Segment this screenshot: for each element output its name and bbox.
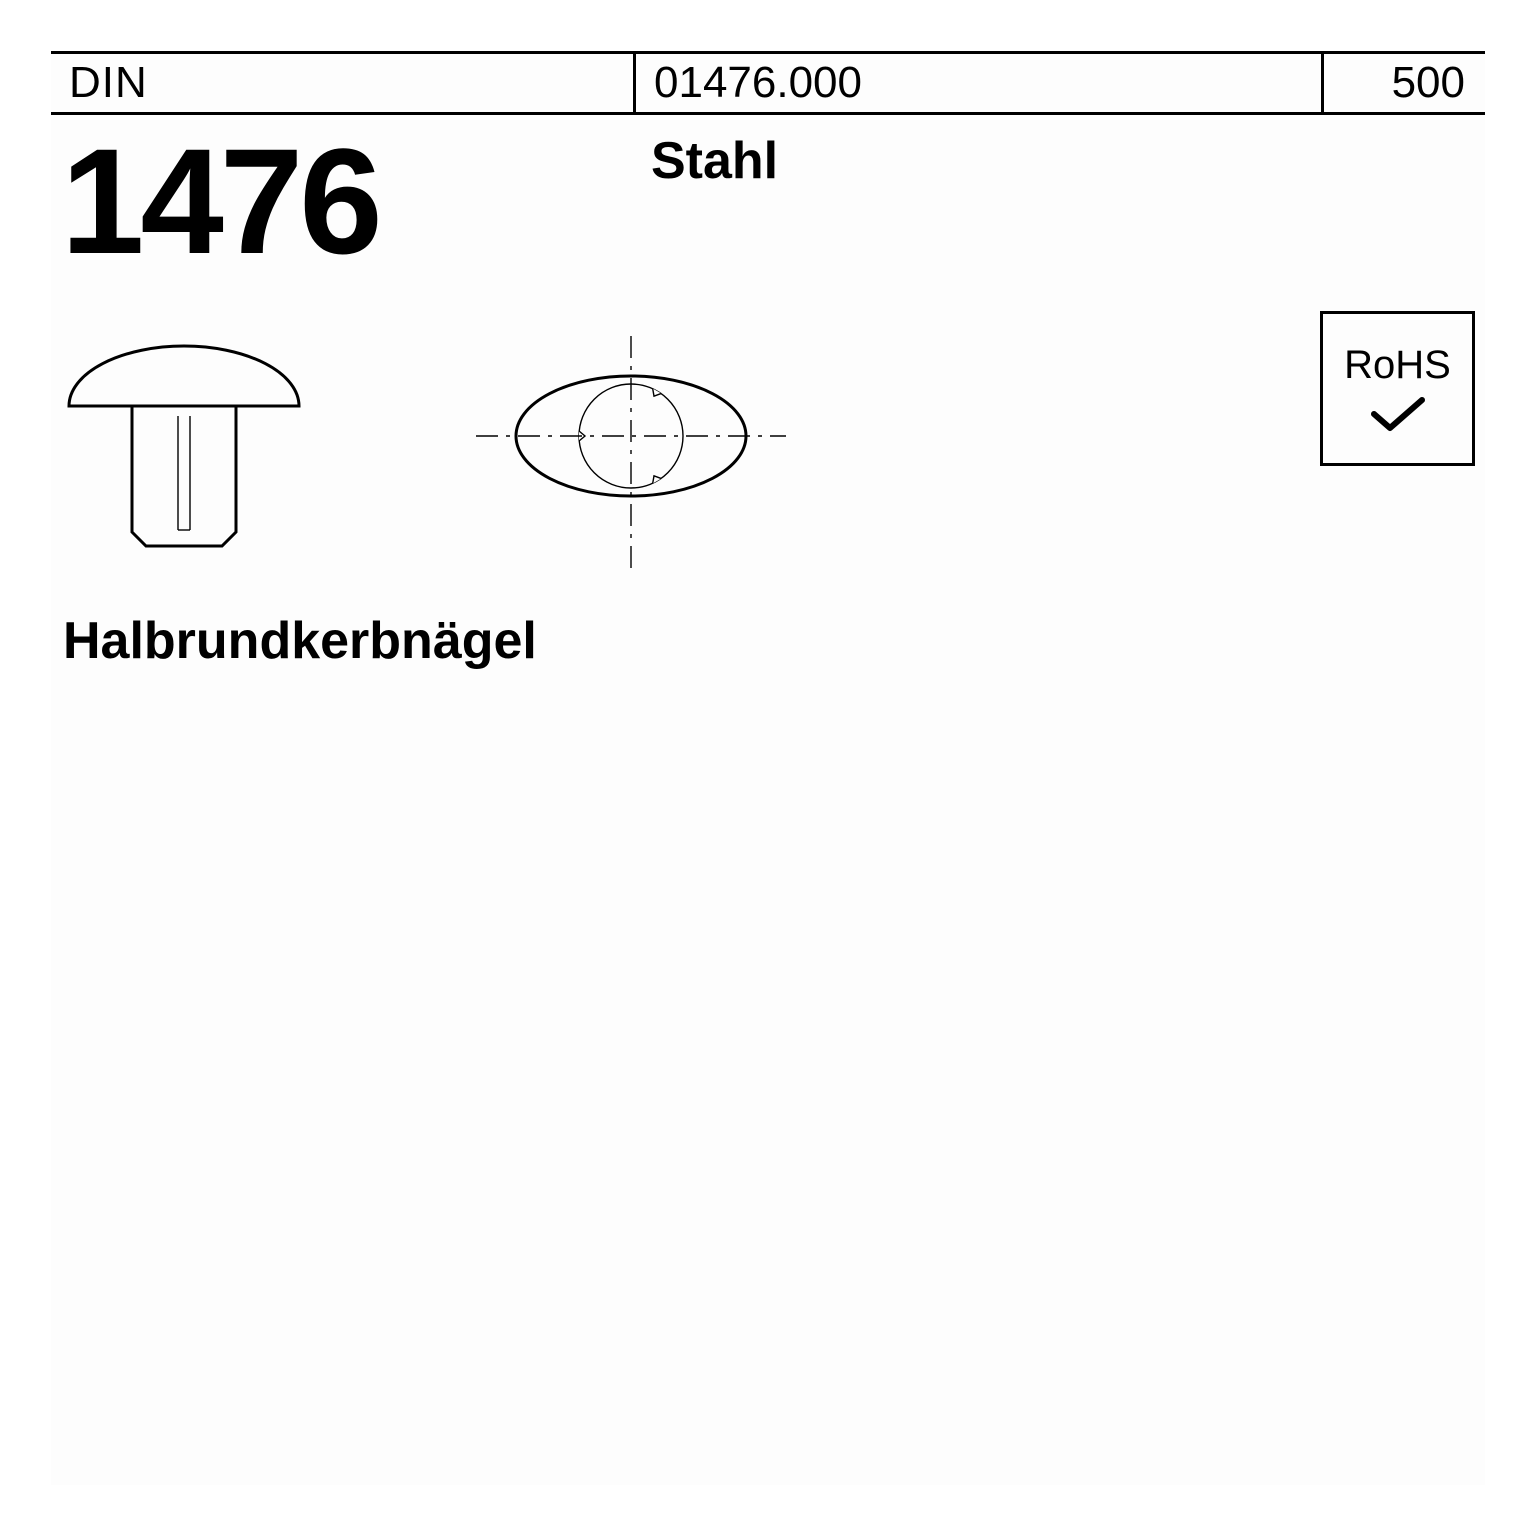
header-cell-din: DIN	[51, 54, 636, 112]
rohs-label: RoHS	[1344, 343, 1451, 388]
product-name: Halbrundkerbnägel	[63, 611, 537, 671]
code-label: 01476.000	[654, 58, 862, 108]
material-label: Stahl	[651, 131, 778, 191]
rohs-badge: RoHS	[1320, 311, 1475, 466]
standard-number: 1476	[61, 126, 379, 276]
header-cell-qty: 500	[1324, 54, 1485, 112]
din-label: DIN	[69, 58, 148, 108]
technical-drawing	[51, 306, 811, 576]
header-row: DIN 01476.000 500	[51, 51, 1485, 115]
checkmark-icon	[1370, 394, 1426, 434]
qty-label: 500	[1392, 58, 1465, 108]
header-cell-code: 01476.000	[636, 54, 1324, 112]
